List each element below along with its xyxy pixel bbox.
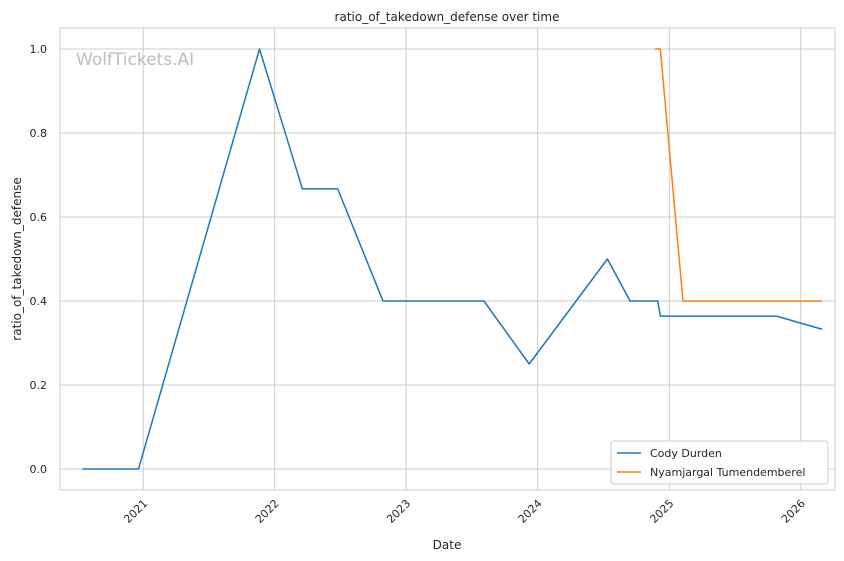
y-tick-label: 0.4 (30, 295, 48, 308)
y-tick-label: 0.2 (30, 379, 48, 392)
y-tick-label: 0.6 (30, 211, 48, 224)
series-line-cody-durden (82, 48, 823, 470)
x-axis-title: Date (433, 538, 462, 552)
x-tick-label: 2026 (779, 497, 808, 526)
x-tick-label: 2025 (647, 497, 676, 526)
y-tick-label: 0.8 (30, 127, 48, 140)
series-line-nyamjargal-tumendemberel (654, 48, 823, 302)
y-axis-ticks: 0.0 0.2 0.4 0.6 0.8 1.0 (30, 43, 48, 476)
chart-title: ratio_of_takedown_defense over time (335, 10, 560, 24)
x-axis-ticks: 2021 2022 2023 2024 2025 2026 (121, 497, 808, 526)
watermark: WolfTickets.AI (76, 50, 194, 70)
plot-area (59, 27, 836, 491)
legend-label-cody-durden: Cody Durden (650, 447, 722, 460)
series-lines (82, 48, 823, 470)
x-tick-label: 2022 (253, 497, 282, 526)
x-tick-label: 2024 (516, 497, 545, 526)
y-axis-title: ratio_of_takedown_defense (10, 177, 24, 340)
legend-label-nyamjargal-tumendemberel: Nyamjargal Tumendemberel (650, 466, 805, 479)
y-tick-label: 1.0 (30, 43, 48, 56)
y-tick-label: 0.0 (30, 463, 48, 476)
x-tick-label: 2021 (121, 497, 150, 526)
x-tick-label: 2023 (384, 497, 413, 526)
legend: Cody Durden Nyamjargal Tumendemberel (610, 440, 829, 485)
legend-box (610, 440, 829, 485)
